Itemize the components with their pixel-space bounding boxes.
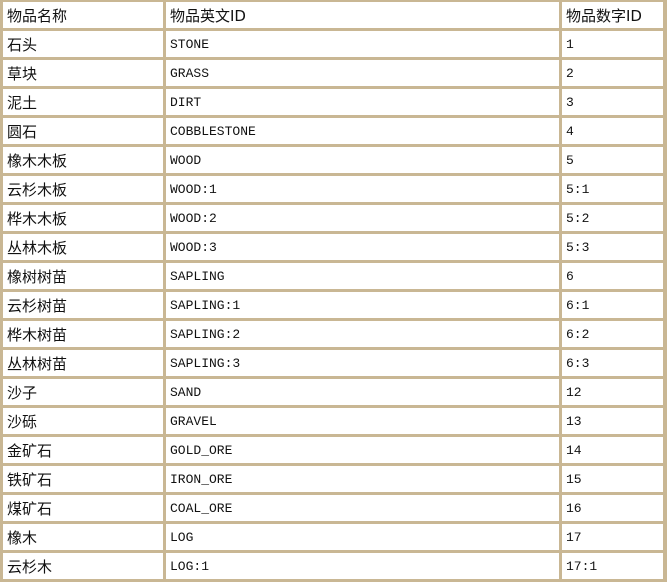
cell-english-id: GRAVEL xyxy=(166,408,559,434)
cell-item-name: 圆石 xyxy=(3,118,163,144)
cell-numeric-id: 5:2 xyxy=(562,205,663,231)
cell-item-name: 煤矿石 xyxy=(3,495,163,521)
cell-english-id: WOOD:3 xyxy=(166,234,559,260)
cell-numeric-id: 14 xyxy=(562,437,663,463)
header-numeric-id: 物品数字ID xyxy=(562,2,663,28)
cell-numeric-id: 12 xyxy=(562,379,663,405)
cell-numeric-id: 17:1 xyxy=(562,553,663,579)
header-english-id: 物品英文ID xyxy=(166,2,559,28)
cell-item-name: 橡树树苗 xyxy=(3,263,163,289)
cell-item-name: 沙砾 xyxy=(3,408,163,434)
header-item-name: 物品名称 xyxy=(3,2,163,28)
cell-english-id: IRON_ORE xyxy=(166,466,559,492)
cell-english-id: LOG xyxy=(166,524,559,550)
cell-numeric-id: 5 xyxy=(562,147,663,173)
cell-english-id: WOOD:1 xyxy=(166,176,559,202)
cell-item-name: 橡木 xyxy=(3,524,163,550)
cell-english-id: SAND xyxy=(166,379,559,405)
cell-item-name: 橡木木板 xyxy=(3,147,163,173)
cell-english-id: SAPLING:1 xyxy=(166,292,559,318)
cell-item-name: 桦木木板 xyxy=(3,205,163,231)
cell-numeric-id: 4 xyxy=(562,118,663,144)
cell-item-name: 丛林木板 xyxy=(3,234,163,260)
cell-item-name: 金矿石 xyxy=(3,437,163,463)
cell-english-id: DIRT xyxy=(166,89,559,115)
cell-item-name: 云杉木板 xyxy=(3,176,163,202)
cell-item-name: 石头 xyxy=(3,31,163,57)
cell-english-id: WOOD xyxy=(166,147,559,173)
cell-numeric-id: 5:1 xyxy=(562,176,663,202)
cell-numeric-id: 6:1 xyxy=(562,292,663,318)
cell-numeric-id: 6:3 xyxy=(562,350,663,376)
cell-item-name: 铁矿石 xyxy=(3,466,163,492)
cell-item-name: 沙子 xyxy=(3,379,163,405)
cell-item-name: 云杉木 xyxy=(3,553,163,579)
cell-english-id: SAPLING xyxy=(166,263,559,289)
cell-numeric-id: 1 xyxy=(562,31,663,57)
cell-numeric-id: 16 xyxy=(562,495,663,521)
cell-numeric-id: 6 xyxy=(562,263,663,289)
cell-item-name: 丛林树苗 xyxy=(3,350,163,376)
cell-english-id: GRASS xyxy=(166,60,559,86)
cell-english-id: SAPLING:3 xyxy=(166,350,559,376)
cell-english-id: COAL_ORE xyxy=(166,495,559,521)
cell-numeric-id: 17 xyxy=(562,524,663,550)
cell-english-id: WOOD:2 xyxy=(166,205,559,231)
cell-english-id: LOG:1 xyxy=(166,553,559,579)
cell-numeric-id: 15 xyxy=(562,466,663,492)
cell-item-name: 云杉树苗 xyxy=(3,292,163,318)
cell-item-name: 桦木树苗 xyxy=(3,321,163,347)
cell-numeric-id: 6:2 xyxy=(562,321,663,347)
cell-numeric-id: 13 xyxy=(562,408,663,434)
cell-english-id: STONE xyxy=(166,31,559,57)
cell-numeric-id: 2 xyxy=(562,60,663,86)
cell-item-name: 草块 xyxy=(3,60,163,86)
cell-english-id: SAPLING:2 xyxy=(166,321,559,347)
cell-numeric-id: 5:3 xyxy=(562,234,663,260)
cell-english-id: COBBLESTONE xyxy=(166,118,559,144)
cell-english-id: GOLD_ORE xyxy=(166,437,559,463)
cell-numeric-id: 3 xyxy=(562,89,663,115)
cell-item-name: 泥土 xyxy=(3,89,163,115)
